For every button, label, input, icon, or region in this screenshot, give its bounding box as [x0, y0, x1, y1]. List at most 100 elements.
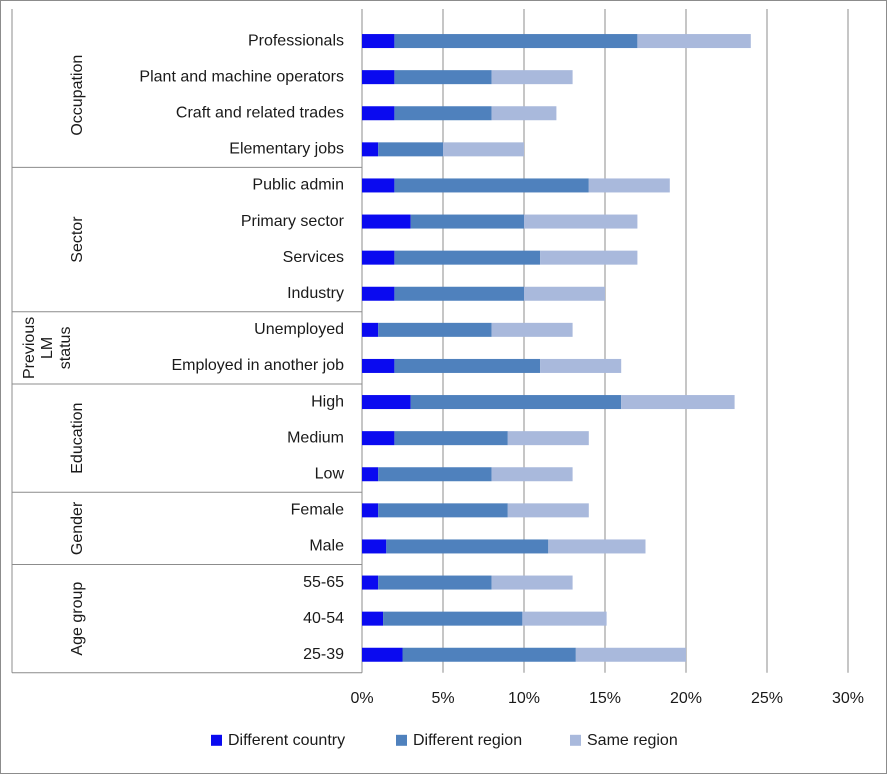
- x-axis-ticks: 0% 5% 10% 15% 20% 25% 30%: [350, 690, 864, 707]
- category-label: Plant and machine operators: [139, 68, 344, 85]
- group-label: status: [57, 327, 74, 370]
- bar-segment: [507, 431, 589, 446]
- bar-segment: [588, 178, 670, 193]
- bar-segment: [394, 431, 508, 446]
- bar-segment: [491, 575, 573, 590]
- bar-segment: [378, 142, 443, 157]
- bar-segment: [491, 322, 573, 337]
- category-label: Craft and related trades: [176, 104, 344, 121]
- bar-segment: [362, 539, 387, 554]
- bar-segment: [637, 34, 751, 49]
- group-label: Education: [69, 403, 86, 474]
- bar-segment: [362, 431, 395, 446]
- bar-segment: [362, 178, 395, 193]
- bar-segment: [394, 70, 492, 85]
- group-label: Previous: [21, 317, 38, 379]
- legend-label: Different region: [413, 732, 522, 749]
- bar-segment: [378, 322, 492, 337]
- bar-segment: [548, 539, 646, 554]
- bar-segment: [540, 250, 638, 265]
- bar-segment: [507, 503, 589, 518]
- category-label: Elementary jobs: [229, 141, 344, 158]
- x-tick-label: 10%: [508, 690, 540, 707]
- bar-segment: [362, 575, 379, 590]
- bar-segment: [362, 358, 395, 373]
- category-label: 55-65: [303, 574, 344, 591]
- category-label: Industry: [287, 285, 344, 302]
- group-label: Sector: [69, 216, 86, 263]
- bar-segment: [362, 70, 395, 85]
- category-label: 40-54: [303, 610, 344, 627]
- category-label: Medium: [287, 429, 344, 446]
- bar-segment: [383, 611, 523, 626]
- bar-segment: [443, 142, 524, 157]
- x-tick-label: 25%: [751, 690, 783, 707]
- bar-segment: [410, 214, 524, 229]
- bar-segment: [362, 106, 395, 121]
- bar-segment: [394, 178, 589, 193]
- bar-segment: [362, 322, 379, 337]
- bar-segment: [362, 214, 411, 229]
- bar-segment: [394, 286, 524, 301]
- category-label: Male: [309, 538, 344, 555]
- bar-segment: [491, 70, 573, 85]
- bar-segment: [394, 250, 541, 265]
- bar-segment: [410, 395, 622, 410]
- bar-segment: [491, 467, 573, 482]
- category-label: Public admin: [252, 177, 344, 194]
- bar-segment: [491, 106, 557, 121]
- group-label: LM: [39, 337, 56, 359]
- bar-segment: [378, 503, 508, 518]
- category-label: High: [311, 393, 344, 410]
- bar-segment: [575, 647, 686, 662]
- bar-segment: [402, 647, 576, 662]
- x-tick-label: 30%: [832, 690, 864, 707]
- legend-swatch: [211, 734, 222, 746]
- bar-segment: [394, 106, 492, 121]
- legend-label: Different country: [228, 732, 345, 749]
- bar-segment: [362, 467, 379, 482]
- category-label: Low: [315, 465, 345, 482]
- legend: Different country Different region Same re…: [211, 732, 678, 749]
- group-label: Occupation: [69, 55, 86, 136]
- group-labels: Occupation Sector Previous LM status Educatio…: [21, 55, 86, 656]
- group-label: Age group: [69, 582, 86, 656]
- x-tick-label: 5%: [431, 690, 454, 707]
- category-label: Professionals: [248, 32, 344, 49]
- legend-swatch: [396, 734, 407, 746]
- bar-segment: [362, 611, 384, 626]
- bar-segment: [362, 250, 395, 265]
- bar-segment: [362, 286, 395, 301]
- legend-swatch: [570, 734, 581, 746]
- bar-segment: [386, 539, 549, 554]
- bar-segment: [378, 467, 492, 482]
- bar-segment: [394, 34, 638, 49]
- category-label: Female: [291, 502, 344, 519]
- x-tick-label: 20%: [670, 690, 702, 707]
- category-frame: [11, 9, 362, 674]
- x-tick-label: 15%: [589, 690, 621, 707]
- category-label: Services: [283, 249, 344, 266]
- category-label: Employed in another job: [171, 357, 344, 374]
- bars: [362, 34, 751, 662]
- bar-segment: [378, 575, 492, 590]
- category-label: Primary sector: [241, 213, 345, 230]
- bar-segment: [540, 358, 622, 373]
- category-labels: Professionals Plant and machine operators…: [139, 32, 344, 663]
- bar-segment: [621, 395, 735, 410]
- bar-segment: [522, 611, 607, 626]
- bar-segment: [362, 34, 395, 49]
- bar-segment: [362, 503, 379, 518]
- category-label: Unemployed: [254, 321, 344, 338]
- x-tick-label: 0%: [350, 690, 373, 707]
- bar-segment: [362, 142, 379, 157]
- category-label: 25-39: [303, 646, 344, 663]
- bar-segment: [394, 358, 541, 373]
- legend-label: Same region: [587, 732, 678, 749]
- bar-segment: [524, 286, 605, 301]
- bar-segment: [362, 647, 403, 662]
- bar-segment: [362, 395, 411, 410]
- bar-segment: [524, 214, 638, 229]
